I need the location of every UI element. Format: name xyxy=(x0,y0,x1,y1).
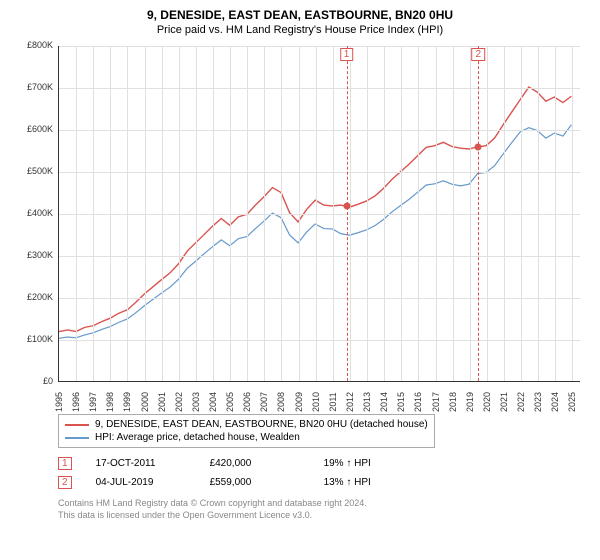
x-axis-label: 2022 xyxy=(516,392,526,412)
x-axis-label: 2000 xyxy=(140,392,150,412)
x-axis-label: 2019 xyxy=(465,392,475,412)
sale-marker xyxy=(343,202,350,209)
sale-marker xyxy=(475,144,482,151)
x-axis-label: 2024 xyxy=(550,392,560,412)
x-axis-label: 1999 xyxy=(122,392,132,412)
ref-line-label: 1 xyxy=(340,48,354,61)
sale-date: 17-OCT-2011 xyxy=(96,458,186,469)
sale-price: £559,000 xyxy=(210,477,300,488)
x-axis-label: 1998 xyxy=(105,392,115,412)
y-axis-label: £700K xyxy=(27,82,59,92)
x-axis-label: 2005 xyxy=(225,392,235,412)
sale-ref-number: 1 xyxy=(58,457,72,470)
legend-item: 9, DENESIDE, EAST DEAN, EASTBOURNE, BN20… xyxy=(65,418,428,431)
chart: £0£100K£200K£300K£400K£500K£600K£700K£80… xyxy=(10,46,590,406)
y-axis-label: £0 xyxy=(43,376,59,386)
legend-label: 9, DENESIDE, EAST DEAN, EASTBOURNE, BN20… xyxy=(95,419,428,430)
page-subtitle: Price paid vs. HM Land Registry's House … xyxy=(10,24,590,36)
y-axis-label: £300K xyxy=(27,250,59,260)
x-axis-label: 2014 xyxy=(379,392,389,412)
page-title: 9, DENESIDE, EAST DEAN, EASTBOURNE, BN20… xyxy=(10,8,590,22)
x-axis-label: 2003 xyxy=(191,392,201,412)
legend-swatch xyxy=(65,437,89,439)
x-axis-label: 2001 xyxy=(157,392,167,412)
x-axis-label: 2013 xyxy=(362,392,372,412)
x-axis-label: 2023 xyxy=(533,392,543,412)
sale-price: £420,000 xyxy=(210,458,300,469)
sale-delta: 13% ↑ HPI xyxy=(324,477,414,488)
sale-delta: 19% ↑ HPI xyxy=(324,458,414,469)
footer-line: Contains HM Land Registry data © Crown c… xyxy=(58,498,590,510)
x-axis-label: 2010 xyxy=(311,392,321,412)
sale-ref-number: 2 xyxy=(58,476,72,489)
x-axis-label: 2011 xyxy=(328,392,338,411)
x-axis-label: 2012 xyxy=(345,392,355,412)
x-axis-label: 2007 xyxy=(259,392,269,412)
table-row: 2 04-JUL-2019 £559,000 13% ↑ HPI xyxy=(58,473,590,492)
legend-label: HPI: Average price, detached house, Weal… xyxy=(95,432,300,443)
sale-date: 04-JUL-2019 xyxy=(96,477,186,488)
x-axis-label: 2018 xyxy=(448,392,458,412)
x-axis-label: 2015 xyxy=(396,392,406,412)
x-axis-label: 2006 xyxy=(242,392,252,412)
x-axis-label: 2025 xyxy=(567,392,577,412)
x-axis-label: 2016 xyxy=(413,392,423,412)
x-axis-label: 2002 xyxy=(174,392,184,412)
x-axis-label: 2017 xyxy=(431,392,441,412)
y-axis-label: £600K xyxy=(27,124,59,134)
sales-table: 1 17-OCT-2011 £420,000 19% ↑ HPI 2 04-JU… xyxy=(58,454,590,492)
ref-line-label: 2 xyxy=(472,48,486,61)
legend: 9, DENESIDE, EAST DEAN, EASTBOURNE, BN20… xyxy=(58,414,435,448)
y-axis-label: £200K xyxy=(27,292,59,302)
x-axis-label: 1995 xyxy=(54,392,64,412)
footer: Contains HM Land Registry data © Crown c… xyxy=(58,498,590,521)
y-axis-label: £500K xyxy=(27,166,59,176)
y-axis-label: £800K xyxy=(27,40,59,50)
footer-line: This data is licensed under the Open Gov… xyxy=(58,510,590,522)
x-axis-label: 1997 xyxy=(88,392,98,412)
table-row: 1 17-OCT-2011 £420,000 19% ↑ HPI xyxy=(58,454,590,473)
x-axis-label: 2021 xyxy=(499,392,509,412)
legend-item: HPI: Average price, detached house, Weal… xyxy=(65,431,428,444)
y-axis-label: £400K xyxy=(27,208,59,218)
x-axis-label: 2020 xyxy=(482,392,492,412)
x-axis-label: 2009 xyxy=(294,392,304,412)
x-axis-label: 2008 xyxy=(276,392,286,412)
x-axis-label: 1996 xyxy=(71,392,81,412)
x-axis-label: 2004 xyxy=(208,392,218,412)
legend-swatch xyxy=(65,424,89,426)
y-axis-label: £100K xyxy=(27,334,59,344)
chart-plot-area: £0£100K£200K£300K£400K£500K£600K£700K£80… xyxy=(58,46,580,382)
